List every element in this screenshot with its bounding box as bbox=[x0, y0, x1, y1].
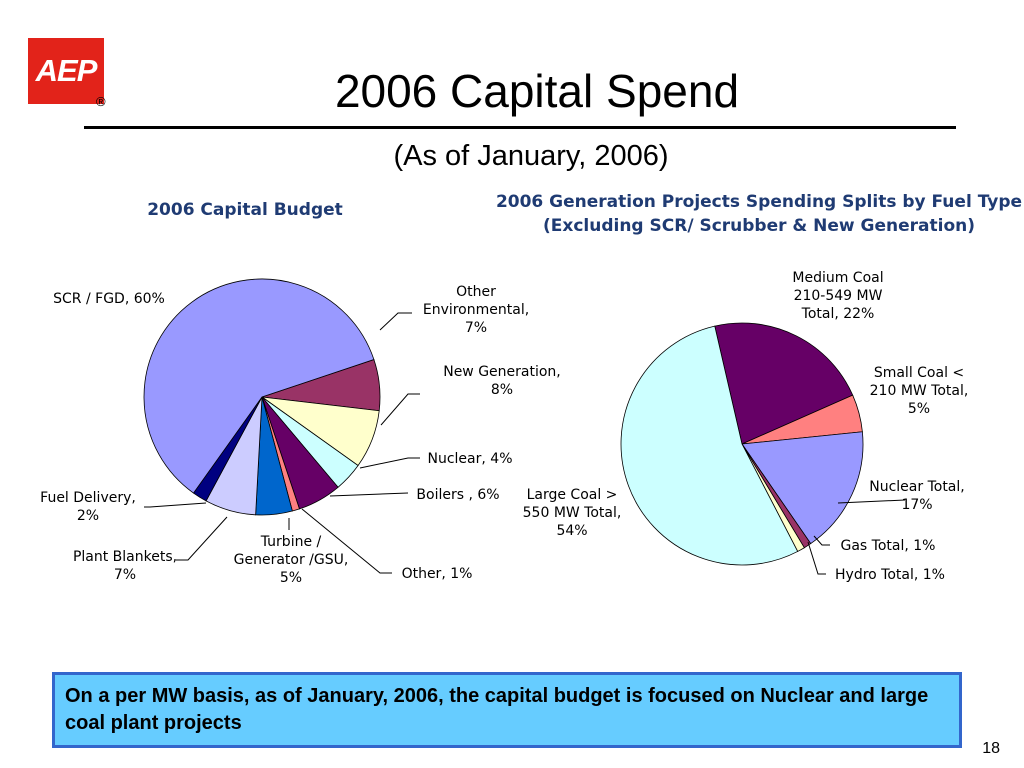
registered-mark: ® bbox=[96, 94, 106, 109]
pie2-leader-3 bbox=[813, 535, 830, 546]
pie2-label-5: Large Coal >550 MW Total, 54% bbox=[523, 487, 622, 539]
pie1-label-8: SCR / FGD, 60% bbox=[53, 291, 165, 307]
pie2-label-0: Medium Coal 210-549 MW Total, 22% bbox=[792, 270, 883, 322]
pie1-label-2: Nuclear, 4% bbox=[428, 451, 513, 467]
title-divider bbox=[84, 126, 956, 129]
generation-spending-pie: Medium Coal 210-549 MW Total, 22% Small Coa… bbox=[523, 270, 969, 583]
pie2-leader-2 bbox=[837, 499, 906, 504]
pie1-label-4: Other, 1% bbox=[402, 566, 473, 582]
pie1-label-7: Fuel Delivery, 2% bbox=[40, 490, 136, 524]
page-number: 18 bbox=[982, 740, 1000, 757]
pie1-label-0: Other Environmental, 7% bbox=[423, 284, 529, 336]
capital-budget-pie: Other Environmental, 7% New Generation, 8% Nu… bbox=[40, 278, 561, 586]
slide-subtitle: (As of January, 2006) bbox=[393, 140, 669, 172]
pie2-label-1: Small Coal <210 MW Total, 5% bbox=[870, 365, 969, 417]
aep-logo: AEP bbox=[28, 38, 104, 104]
pie2-slice-2 bbox=[741, 431, 864, 545]
pie1-leader-6 bbox=[176, 516, 228, 561]
pie2-label-2: Nuclear Total, 17% bbox=[869, 479, 964, 513]
capital-budget-chart-title: 2006 Capital Budget bbox=[147, 200, 343, 220]
aep-logo-text: AEP bbox=[35, 53, 98, 88]
pie1-leader-7 bbox=[144, 502, 207, 508]
pie1-label-3: Boilers , 6% bbox=[416, 487, 499, 503]
pie2-label-4: Hydro Total, 1% bbox=[835, 567, 945, 583]
pie1-leader-1 bbox=[380, 393, 420, 426]
pie1-slice-8 bbox=[143, 278, 375, 494]
pie1-label-5: Turbine / Generator /GSU, 5% bbox=[234, 534, 349, 586]
pie1-label-1: New Generation, 8% bbox=[443, 364, 561, 398]
pie-charts: Other Environmental, 7% New Generation, 8% Nu… bbox=[40, 270, 969, 586]
pie2-leader-4 bbox=[807, 541, 826, 575]
summary-callout: On a per MW basis, as of January, 2006, … bbox=[52, 672, 962, 748]
pie1-leader-0 bbox=[379, 312, 412, 331]
slide-title: 2006 Capital Spend bbox=[334, 65, 740, 117]
pie2-label-3: Gas Total, 1% bbox=[841, 538, 936, 554]
pie1-leader-4 bbox=[301, 508, 392, 574]
pie2-slice-0 bbox=[714, 322, 854, 445]
pie1-leader-2 bbox=[359, 457, 420, 469]
pie1-leader-3 bbox=[329, 492, 409, 497]
pie1-label-6: Plant Blankets, 7% bbox=[73, 549, 177, 583]
generation-projects-chart-title: 2006 Generation Projects Spending Splits… bbox=[495, 192, 1023, 236]
pie2-slice-5 bbox=[620, 325, 799, 566]
